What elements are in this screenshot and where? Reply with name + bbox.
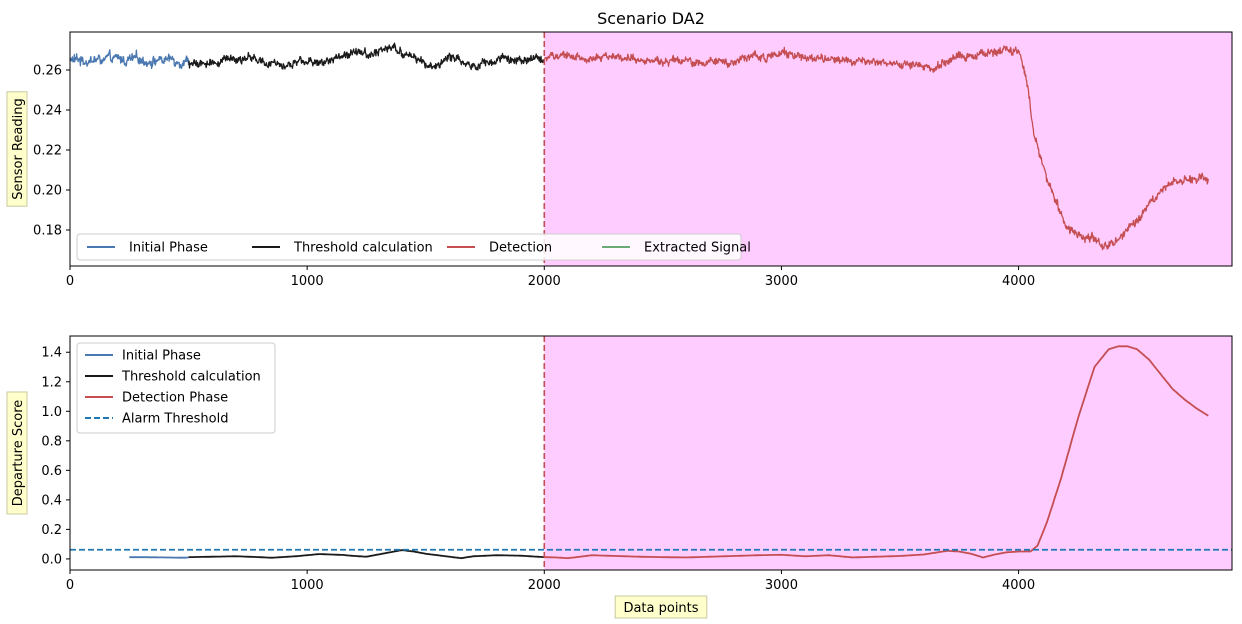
x-tick-label: 0 (66, 578, 74, 593)
x-tick-label: 1000 (291, 274, 324, 289)
legend-label: Extracted Signal (644, 241, 751, 256)
legend-label: Detection (489, 241, 552, 256)
y-tick-label: 0.20 (33, 184, 62, 199)
y-tick-label: 0.6 (41, 464, 62, 479)
series-line-threshold-calculation (188, 42, 545, 71)
legend-label: Initial Phase (122, 349, 201, 364)
y-tick-label: 0.0 (41, 552, 62, 567)
legend: Initial Phase Threshold calculation Detect… (76, 233, 751, 261)
chart-title: Scenario DA2 (597, 9, 705, 28)
legend-label: Threshold calculation (293, 241, 433, 256)
y-tick-label: 0.22 (33, 144, 62, 159)
y-tick-label: 0.24 (33, 104, 62, 119)
y-tick-label: 1.4 (41, 346, 62, 361)
legend-label: Detection Phase (122, 391, 228, 406)
y-tick-label: 0.18 (33, 224, 62, 239)
y-axis-label: Departure Score (11, 400, 26, 507)
legend: Initial Phase Threshold calculation Detect… (76, 342, 276, 434)
x-tick-label: 2000 (528, 274, 561, 289)
x-tick-label: 0 (66, 274, 74, 289)
legend-box (76, 342, 276, 434)
legend-label: Initial Phase (129, 241, 208, 256)
x-tick-label: 4000 (1002, 274, 1035, 289)
x-axis-label: Data points (623, 601, 698, 616)
y-axis-label-box (6, 91, 28, 207)
x-tick-label: 1000 (291, 578, 324, 593)
series-line-initial-phase (70, 49, 190, 70)
x-axis-label-box (614, 595, 708, 619)
y-axis-label-box (6, 391, 28, 515)
axes-frame (69, 31, 1233, 267)
departure-score-panel: 0 1000 2000 3000 4000 0.0 0.2 0.4 0.6 0.8 1.0 1.2 1.… (6, 335, 1233, 619)
x-tick-label: 3000 (765, 274, 798, 289)
y-axis-label: Sensor Reading (11, 98, 26, 199)
series-line-initial-phase (129, 556, 189, 559)
plot-area (70, 42, 1209, 251)
x-tick-label: 3000 (765, 578, 798, 593)
legend-label: Threshold calculation (121, 370, 261, 385)
y-tick-label: 0.4 (41, 493, 62, 508)
y-tick-label: 1.2 (41, 375, 62, 390)
x-tick-label: 2000 (528, 578, 561, 593)
legend-box (76, 233, 742, 261)
series-line-detection (544, 45, 1209, 251)
detection-region-shade (544, 336, 1232, 570)
x-tick-label: 4000 (1002, 578, 1035, 593)
series-line-threshold-calculation (188, 549, 545, 560)
series-line-detection-phase (544, 345, 1209, 560)
plot-area (70, 345, 1232, 560)
axes-frame (69, 335, 1233, 571)
y-tick-label: 0.2 (41, 523, 62, 538)
legend-label: Alarm Threshold (122, 412, 228, 427)
y-tick-label: 0.26 (33, 64, 62, 79)
y-tick-label: 0.8 (41, 434, 62, 449)
y-tick-label: 1.0 (41, 405, 62, 420)
sensor-reading-panel: 0 1000 2000 3000 4000 0.18 0.20 0.22 0.24 0.26 Sen… (6, 31, 1233, 289)
detection-region-shade (544, 32, 1232, 266)
